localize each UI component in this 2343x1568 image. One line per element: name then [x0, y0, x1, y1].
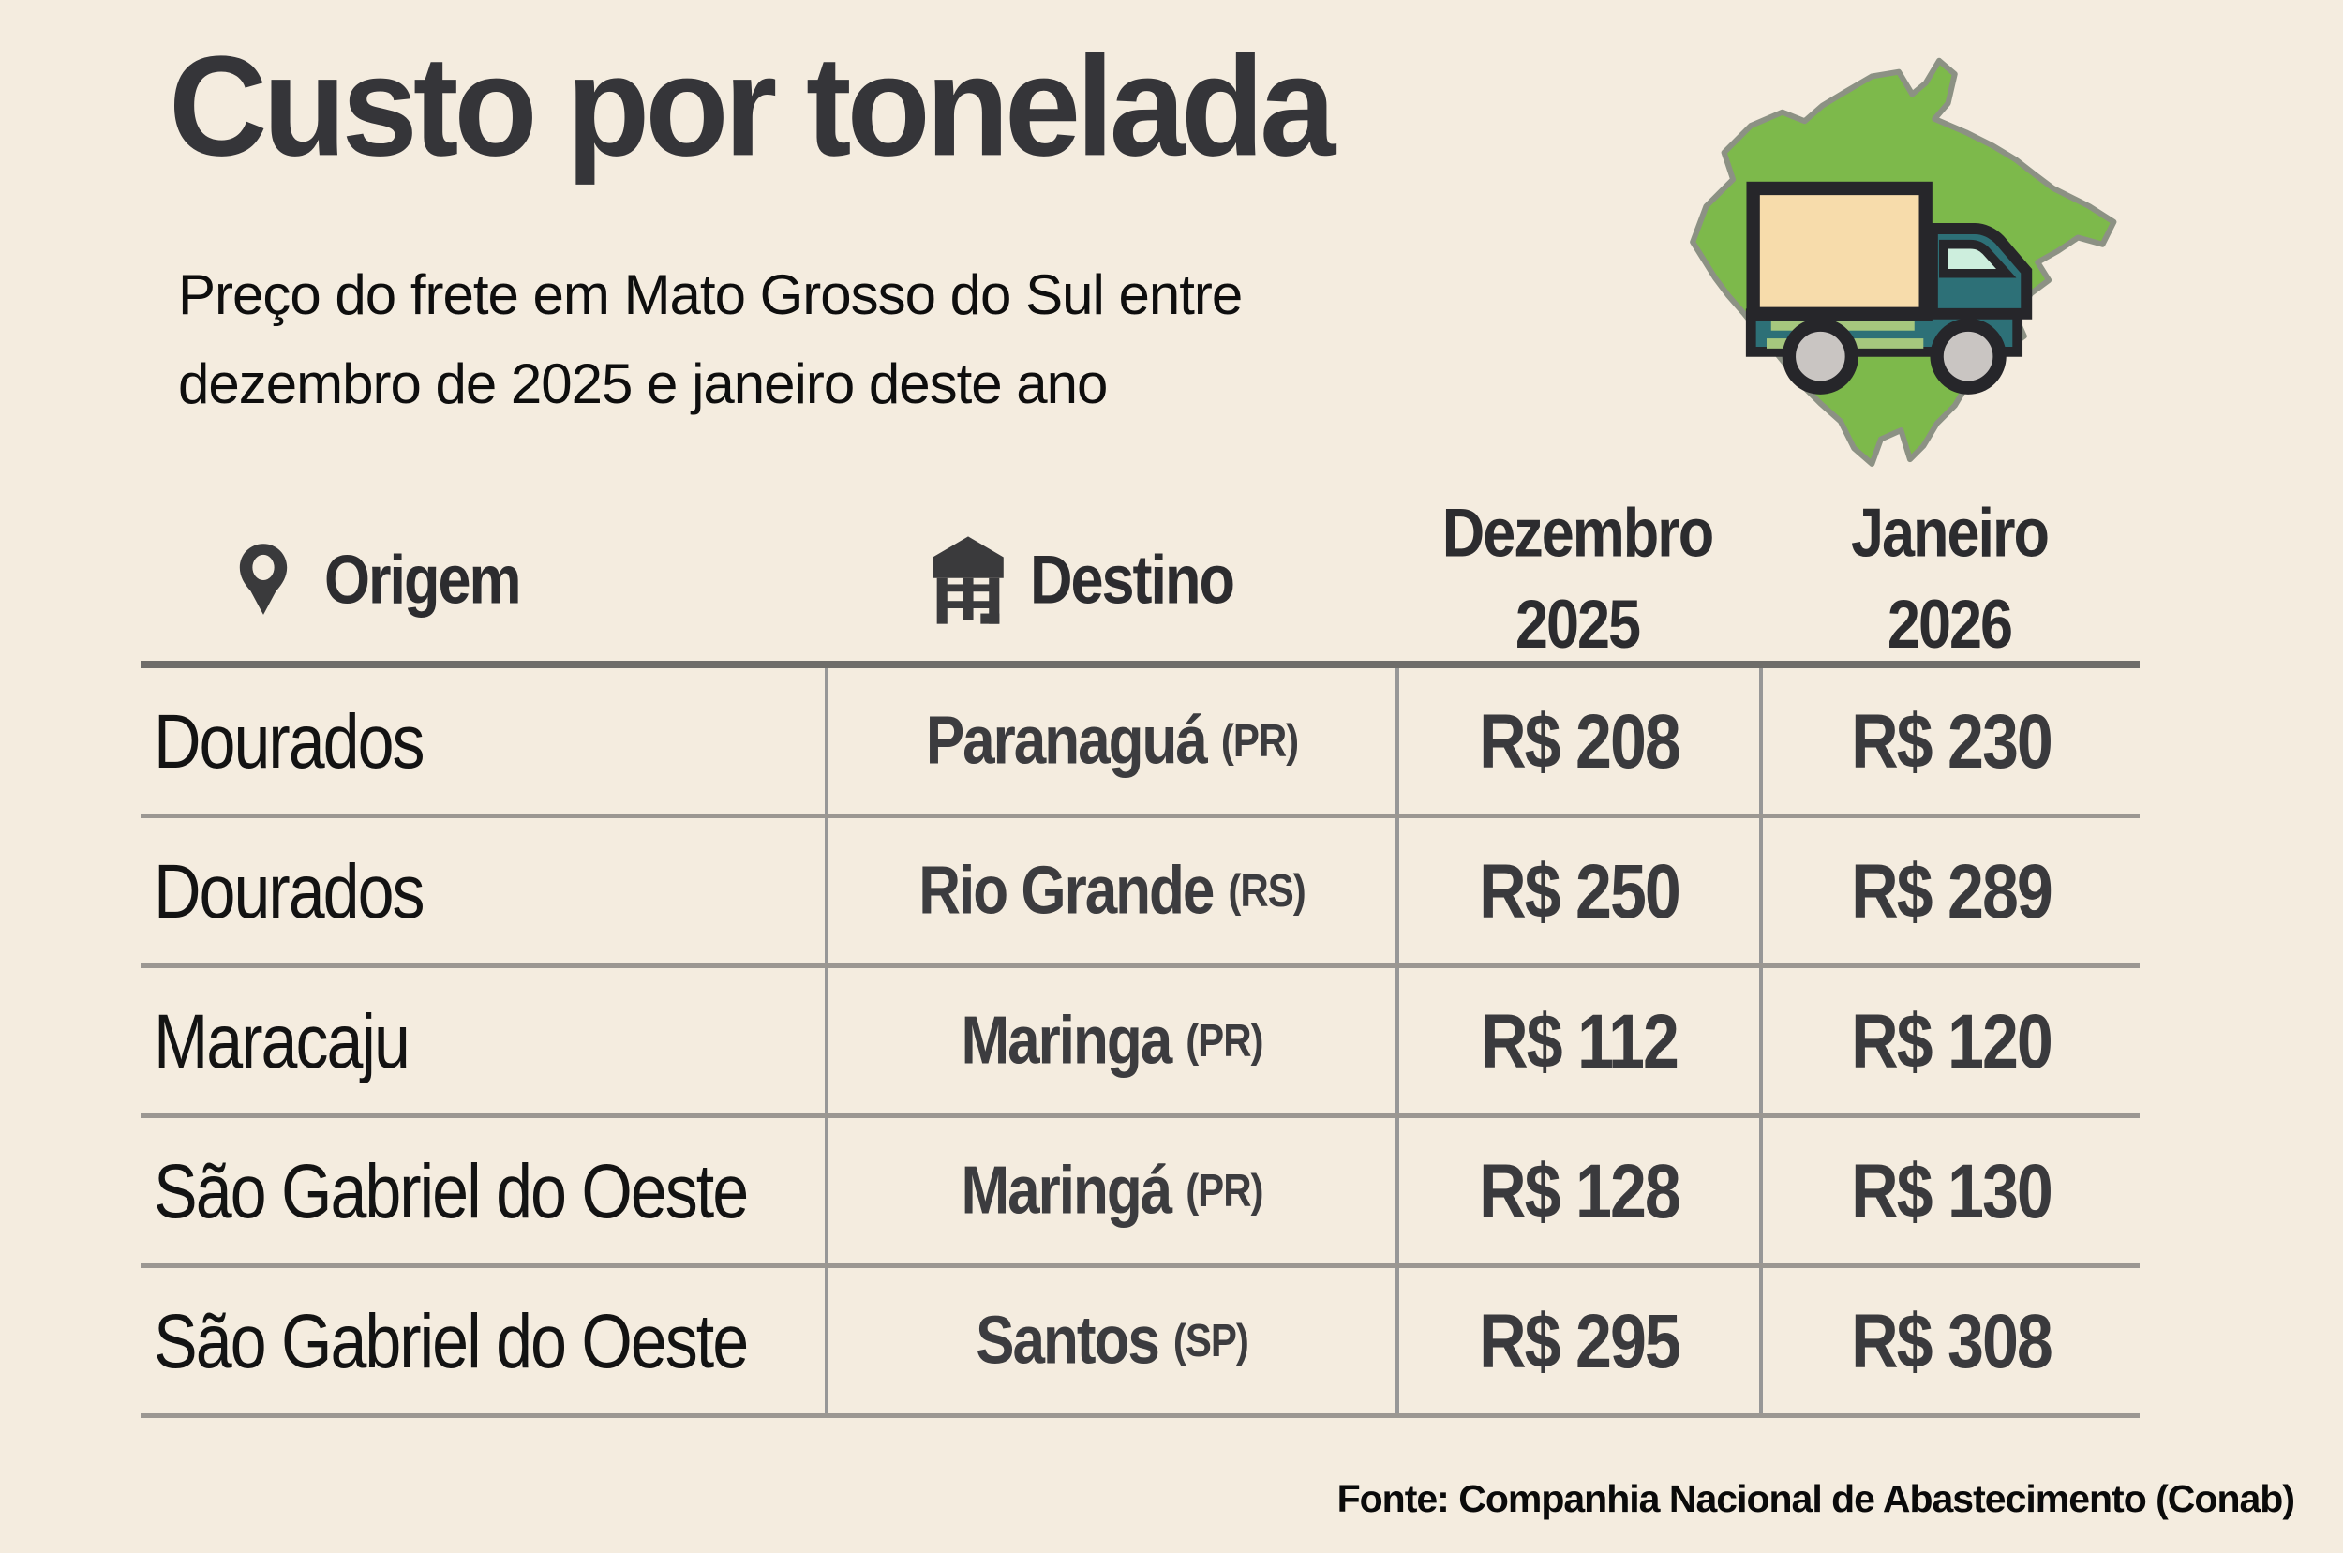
- source-note: Fonte: Companhia Nacional de Abastecimen…: [1336, 1477, 2295, 1520]
- origem-value: Dourados: [154, 698, 425, 784]
- truck-on-mato-grosso-do-sul-map-icon: [1690, 57, 2117, 467]
- janeiro-price-value: R$ 230: [1851, 698, 2053, 784]
- dezembro-price-cell: R$ 112: [1395, 968, 1759, 1113]
- destino-value: Rio Grande: [918, 853, 1215, 929]
- origem-value: Maracaju: [154, 998, 410, 1083]
- warehouse-icon: [933, 535, 1004, 624]
- janeiro-price-value: R$ 120: [1851, 998, 2053, 1083]
- table-header-row: Origem Destino: [141, 495, 2140, 668]
- column-header-destino-label: Destino: [1029, 541, 1235, 619]
- column-header-origem: Origem: [141, 499, 825, 661]
- dezembro-price-value: R$ 250: [1479, 848, 1681, 933]
- janeiro-price-cell: R$ 230: [1759, 668, 2140, 814]
- origem-value: Dourados: [154, 848, 425, 933]
- janeiro-price-value: R$ 289: [1851, 848, 2053, 933]
- freight-price-table: Origem Destino: [141, 495, 2140, 1418]
- column-header-janeiro-2026: Janeiro 2026: [1759, 495, 2140, 664]
- origem-cell: Dourados: [141, 668, 825, 814]
- truck-window: [1939, 239, 2017, 278]
- origem-cell: Dourados: [141, 818, 825, 963]
- table-row: São Gabriel do Oeste Maringá (PR) R$ 128…: [141, 1118, 2140, 1268]
- column-header-dezembro-2025: Dezembro 2025: [1395, 495, 1759, 664]
- origem-cell: São Gabriel do Oeste: [141, 1118, 825, 1263]
- dezembro-price-cell: R$ 250: [1395, 818, 1759, 963]
- origem-value: São Gabriel do Oeste: [154, 1298, 749, 1383]
- janeiro-price-cell: R$ 308: [1759, 1268, 2140, 1413]
- destino-value: Paranaguá: [925, 703, 1208, 779]
- destino-value: Santos: [976, 1303, 1160, 1379]
- origem-value: São Gabriel do Oeste: [154, 1148, 749, 1233]
- table-row: Maracaju Maringa (PR) R$ 112 R$ 120: [141, 968, 2140, 1118]
- janeiro-price-cell: R$ 130: [1759, 1118, 2140, 1263]
- janeiro-header-line2: 2026: [1887, 587, 2013, 664]
- destino-uf: (PR): [1220, 714, 1299, 767]
- destino-uf: (PR): [1186, 1164, 1263, 1217]
- dezembro-price-cell: R$ 295: [1395, 1268, 1759, 1413]
- dezembro-price-value: R$ 295: [1479, 1298, 1681, 1383]
- janeiro-header-line1: Janeiro: [1850, 495, 2050, 572]
- bottom-white-strip: [0, 1553, 2343, 1568]
- dezembro-price-cell: R$ 208: [1395, 668, 1759, 814]
- subtitle: Preço do frete em Mato Grosso do Sul ent…: [178, 251, 1243, 429]
- destino-cell: Maringa (PR): [825, 968, 1395, 1113]
- destino-cell: Maringá (PR): [825, 1118, 1395, 1263]
- page-title: Custo por tonelada: [169, 26, 1336, 186]
- table-row: Dourados Paranaguá (PR) R$ 208 R$ 230: [141, 668, 2140, 818]
- map-pin-icon: [239, 543, 288, 615]
- truck-cargo-box: [1746, 181, 1933, 321]
- destino-uf: (SP): [1172, 1314, 1249, 1366]
- truck-wheel-rear: [1782, 318, 1858, 395]
- dezembro-header-line1: Dezembro: [1441, 495, 1715, 572]
- dezembro-header-line2: 2025: [1515, 587, 1641, 664]
- column-header-destino: Destino: [797, 499, 1367, 661]
- destino-value: Maringa: [961, 1003, 1172, 1079]
- destino-uf: (PR): [1186, 1014, 1263, 1067]
- truck-wheel-front: [1930, 318, 2007, 395]
- dezembro-price-value: R$ 112: [1481, 998, 1679, 1083]
- janeiro-price-value: R$ 130: [1851, 1148, 2053, 1233]
- table-body: Dourados Paranaguá (PR) R$ 208 R$ 230 Do…: [141, 668, 2140, 1418]
- origem-cell: São Gabriel do Oeste: [141, 1268, 825, 1413]
- subtitle-line-1: Preço do frete em Mato Grosso do Sul ent…: [178, 263, 1243, 326]
- dezembro-price-cell: R$ 128: [1395, 1118, 1759, 1263]
- delivery-truck: [1745, 181, 2033, 395]
- destino-cell: Paranaguá (PR): [825, 668, 1395, 814]
- truck-side-stripe-1: [1770, 320, 1915, 331]
- janeiro-price-cell: R$ 289: [1759, 818, 2140, 963]
- origem-cell: Maracaju: [141, 968, 825, 1113]
- janeiro-price-value: R$ 308: [1851, 1298, 2053, 1383]
- destino-uf: (RS): [1228, 864, 1306, 917]
- janeiro-price-cell: R$ 120: [1759, 968, 2140, 1113]
- dezembro-price-value: R$ 128: [1479, 1148, 1681, 1233]
- column-header-origem-label: Origem: [324, 541, 522, 619]
- destino-cell: Rio Grande (RS): [825, 818, 1395, 963]
- destino-cell: Santos (SP): [825, 1268, 1395, 1413]
- subtitle-line-2: dezembro de 2025 e janeiro deste ano: [178, 351, 1108, 415]
- table-row: Dourados Rio Grande (RS) R$ 250 R$ 289: [141, 818, 2140, 968]
- table-row: São Gabriel do Oeste Santos (SP) R$ 295 …: [141, 1268, 2140, 1418]
- dezembro-price-value: R$ 208: [1479, 698, 1681, 784]
- destino-value: Maringá: [961, 1153, 1172, 1229]
